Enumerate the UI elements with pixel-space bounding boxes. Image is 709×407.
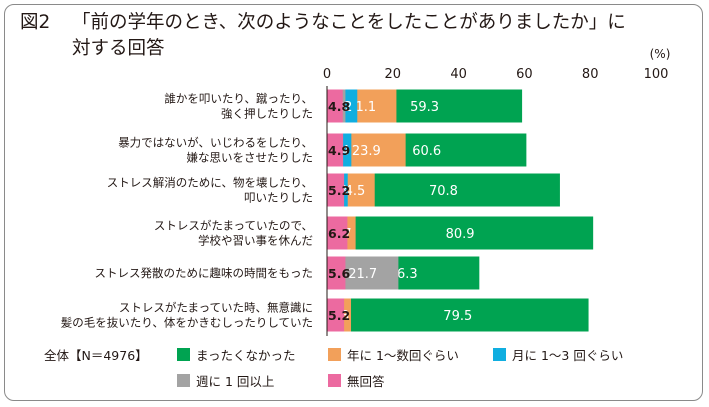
data-label: 21.7 [348,267,377,282]
data-label: 59.3 [410,100,439,115]
legend-label: 週に 1 回以上 [196,374,275,389]
data-label: 5.2 [328,183,350,198]
title-line-2: 対する回答 [72,38,165,59]
data-label: 79.5 [443,309,472,324]
x-tick-label: 60 [516,67,533,82]
legend-item-weekly: 週に 1 回以上 [177,371,274,390]
category-label: ストレスがたまっていた時、無意識に [119,301,313,315]
legend-swatch [493,348,506,361]
x-tick-label: 80 [582,67,599,82]
category-label: 学校や習い事を休んだ [198,234,313,248]
category-label: 強く押したりした [221,107,313,121]
legend-swatch [328,374,341,387]
data-label: 23.9 [352,144,381,159]
category-label: 叩いたりした [244,191,313,205]
legend: 全体【N＝4976】 まったくなかった 年に 1～数回ぐらい 月に 1～3 回ぐ… [44,345,684,395]
x-tick-label: 0 [323,67,331,82]
data-label: 6.2 [328,226,350,241]
data-label: 80.9 [446,227,475,242]
data-label: 4.9 [328,143,350,158]
legend-swatch [177,374,190,387]
category-label: ストレス解消のために、物を壊したり、 [107,176,313,190]
legend-label: まったくなかった [196,348,296,363]
category-label: ストレスがたまっていたので、 [154,219,313,233]
bar-segment-no-answer [327,173,345,207]
x-tick-label: 100 [644,67,669,82]
bar-segment-no-answer [327,298,345,332]
data-label: 4.8 [328,99,350,114]
data-label: 5.2 [328,308,350,323]
legend-swatch [177,348,190,361]
bar-segment-no-answer [327,216,348,250]
legend-label: 年に 1～数回ぐらい [347,348,459,363]
bar-segment-never [327,216,594,250]
stacked-bar-chart: 0 20 40 60 80 100 (%) 誰かを叩いたり、蹴ったり、強く押したりした 59.3… [61,47,671,336]
category-label: 嫌な思いをさせたりした [187,151,314,165]
legend-item-never: まったくなかった [177,345,296,364]
legend-swatch [328,348,341,361]
axis-unit: (%) [650,47,671,61]
data-label: 70.8 [429,184,458,199]
category-label: 誰かを叩いたり、蹴ったり、 [164,92,313,106]
category-label: 髪の毛を抜いたり、体をかきむしったりしていた [61,316,313,330]
legend-item-no-answer: 無回答 [328,371,385,390]
legend-item-monthly: 月に 1～3 回ぐらい [493,345,623,364]
legend-label: 月に 1～3 回ぐらい [512,348,624,363]
category-label: 暴力ではないが、いじわるをしたり、 [118,136,313,150]
bar-segment-never [327,298,589,332]
data-label: 60.6 [412,144,441,159]
x-tick-label: 40 [450,67,467,82]
title-line-1: 「前の学年のとき、次のようなことをしたことがありましたか」に [72,12,626,33]
legend-item-yearly: 年に 1～数回ぐらい [328,345,459,364]
figure-frame [4,4,703,401]
x-tick-label: 20 [385,67,402,82]
bar-segment-no-answer [327,256,346,290]
chart-title: 図2 「前の学年のとき、次のようなことをしたことがありましたか」に 対する回答 [20,10,626,62]
legend-total: 全体【N＝4976】 [44,348,148,363]
legend-label: 無回答 [347,374,385,389]
bar-segment-no-answer [327,89,343,123]
figure-number: 図2 [20,12,51,33]
category-label: ストレス発散のために趣味の時間をもった [95,266,314,280]
bar-segment-no-answer [327,133,344,167]
data-label: 5.6 [328,266,350,281]
